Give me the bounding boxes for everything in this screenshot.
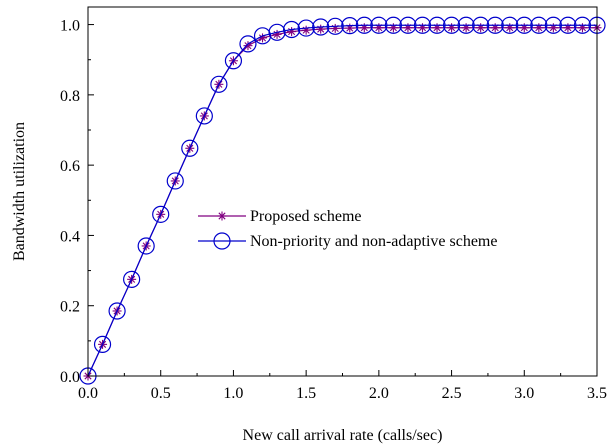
circle-marker xyxy=(283,20,301,39)
circle-marker xyxy=(123,270,141,288)
circle-marker xyxy=(224,52,243,70)
circle-marker xyxy=(544,16,562,34)
circle-marker xyxy=(573,16,592,34)
x-tick-label: 0.5 xyxy=(151,385,171,402)
series-line xyxy=(87,24,597,377)
circle-marker xyxy=(239,35,257,53)
x-tick-label: 3.5 xyxy=(587,385,607,402)
asterisk-marker xyxy=(432,23,442,33)
circle-marker xyxy=(297,19,315,37)
series-proposed xyxy=(83,23,602,381)
series-non-priority xyxy=(79,16,606,385)
series-line xyxy=(87,27,597,377)
legend-label: Non-priority and non-adaptive scheme xyxy=(250,233,497,250)
circle-marker xyxy=(166,172,184,190)
circle-marker xyxy=(326,17,344,35)
circle-marker xyxy=(181,139,199,157)
asterisk-marker xyxy=(563,23,573,33)
legend-circle-marker xyxy=(213,232,231,250)
x-axis-ticks: 0.0 0.5 1.0 1.5 2.0 2.5 3.0 3.5 xyxy=(78,370,607,402)
asterisk-marker xyxy=(359,23,369,33)
circle-marker xyxy=(355,16,373,34)
circle-marker xyxy=(195,107,213,125)
y-tick-label: 0.8 xyxy=(60,88,80,105)
y-axis-ticks: 0.0 0.2 0.4 0.6 0.8 1.0 xyxy=(60,18,94,386)
circle-marker xyxy=(152,205,170,223)
asterisk-marker xyxy=(519,23,529,33)
circle-marker xyxy=(428,16,446,34)
y-tick-label: 0.2 xyxy=(60,299,80,316)
circle-marker xyxy=(486,16,504,34)
y-tick-label: 1.0 xyxy=(60,18,80,35)
x-tick-label: 0.0 xyxy=(78,385,98,402)
asterisk-marker xyxy=(243,41,253,51)
x-tick-label: 3.0 xyxy=(514,385,534,402)
legend-item: Proposed scheme xyxy=(198,208,362,225)
circle-marker xyxy=(93,335,112,353)
legend-item: Non-priority and non-adaptive scheme xyxy=(198,232,497,250)
asterisk-marker xyxy=(374,23,384,33)
legend-label: Proposed scheme xyxy=(250,208,362,225)
asterisk-marker xyxy=(301,25,311,35)
circle-marker xyxy=(457,16,475,34)
circle-marker xyxy=(413,16,432,34)
y-axis-label: Bandwidth utilization xyxy=(11,122,28,261)
circle-marker xyxy=(442,16,461,34)
circle-marker xyxy=(472,16,490,34)
asterisk-marker xyxy=(447,23,457,33)
x-tick-label: 2.5 xyxy=(442,385,462,402)
circle-marker xyxy=(137,237,155,255)
asterisk-marker xyxy=(534,23,544,33)
y-tick-label: 0.6 xyxy=(60,158,80,175)
asterisk-marker xyxy=(505,23,515,33)
x-axis-label: New call arrival rate (calls/sec) xyxy=(243,427,443,444)
circle-marker xyxy=(210,75,228,93)
series-layer xyxy=(79,16,606,385)
circle-marker xyxy=(268,23,286,41)
circle-marker xyxy=(370,16,388,34)
asterisk-marker xyxy=(330,23,340,33)
legend: Proposed scheme Non-priority and non-adap… xyxy=(198,208,497,250)
asterisk-marker xyxy=(388,23,398,33)
asterisk-marker xyxy=(417,23,427,33)
asterisk-marker xyxy=(217,211,227,221)
x-tick-label: 1.0 xyxy=(223,385,243,402)
asterisk-marker xyxy=(577,23,587,33)
circle-marker xyxy=(384,16,402,34)
asterisk-marker xyxy=(461,23,471,33)
circle-marker xyxy=(501,16,519,34)
asterisk-marker xyxy=(403,23,413,33)
circle-marker xyxy=(399,16,417,34)
circle-marker xyxy=(559,16,577,34)
asterisk-marker xyxy=(287,27,297,37)
circle-marker xyxy=(530,16,548,34)
asterisk-marker xyxy=(548,23,558,33)
circle-marker xyxy=(108,302,126,320)
asterisk-marker xyxy=(316,24,326,34)
circle-marker xyxy=(312,18,330,36)
asterisk-marker xyxy=(476,23,486,33)
plot-frame xyxy=(87,6,598,377)
y-tick-label: 0.0 xyxy=(60,369,80,386)
x-tick-label: 2.0 xyxy=(369,385,389,402)
x-tick-label: 1.5 xyxy=(296,385,316,402)
y-tick-label: 0.4 xyxy=(60,228,80,245)
asterisk-marker xyxy=(345,23,355,33)
circle-marker xyxy=(341,17,359,35)
asterisk-marker xyxy=(490,23,500,33)
circle-marker xyxy=(515,16,533,34)
